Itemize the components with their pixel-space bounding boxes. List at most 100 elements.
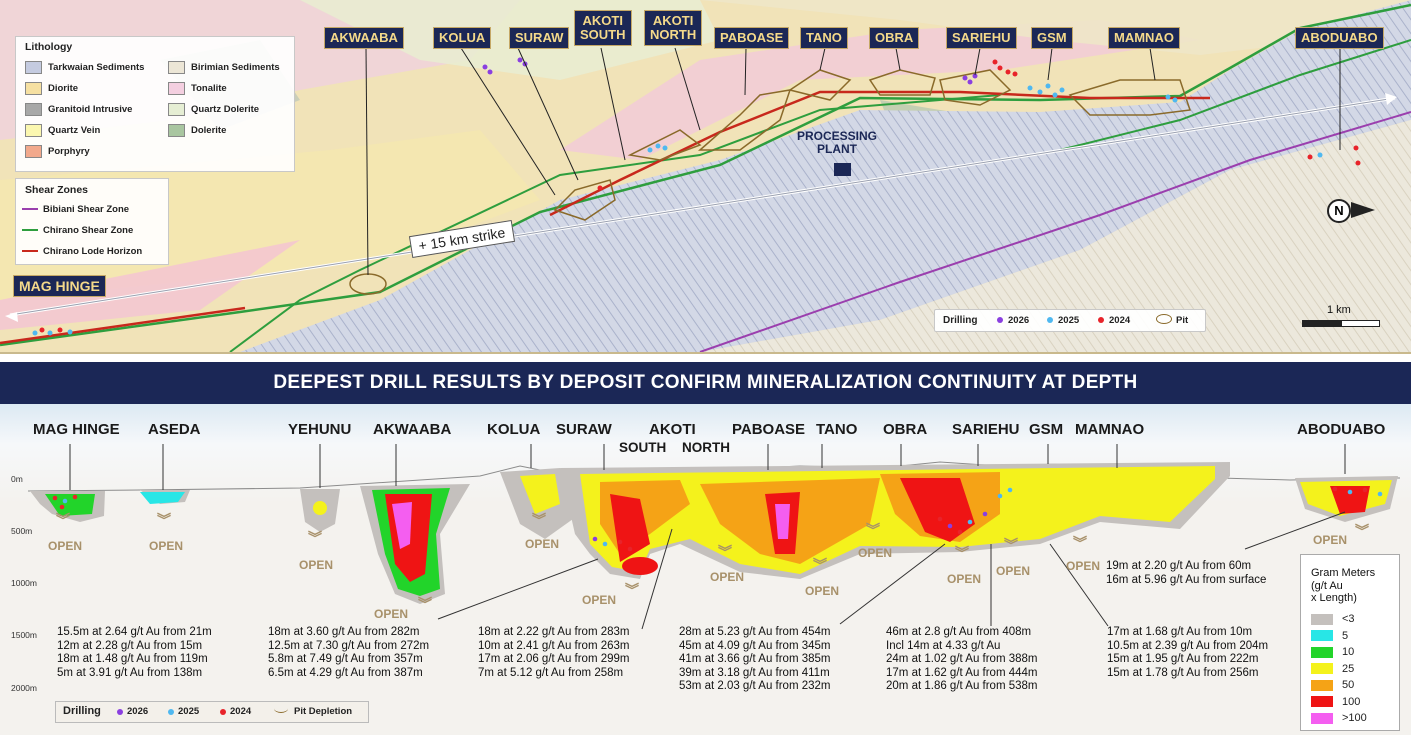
- lithology-swatch: [25, 82, 42, 95]
- shear-zone-line-icon: [22, 208, 38, 211]
- deposit-label-aboduabo: ABODUABO: [1295, 27, 1384, 49]
- lithology-swatch: [168, 61, 185, 74]
- results-suraw: 18m at 2.22 g/t Au from 283m 10m at 2.41…: [478, 626, 630, 679]
- open-chevron-icon: ︾: [718, 544, 732, 560]
- section-label-gsm: GSM: [1029, 421, 1064, 438]
- open-chevron-icon: ︾: [1073, 535, 1087, 551]
- shear-zone-legend: Shear Zones Bibiani Shear Zone Chirano Sh…: [15, 178, 169, 265]
- section-label-suraw: SURAW: [556, 421, 612, 438]
- deposit-label-mag-hinge: MAG HINGE: [13, 275, 106, 297]
- drill-2024-icon: [220, 709, 226, 715]
- lithology-item: Quartz Dolerite: [168, 103, 259, 116]
- depth-label-2000: 2000m: [11, 683, 37, 693]
- open-chevron-icon: ︾: [1355, 523, 1369, 539]
- lithology-item: Tarkwaian Sediments: [25, 61, 144, 74]
- section-label-south: SOUTH: [619, 440, 667, 455]
- results-paboase: 28m at 5.23 g/t Au from 454m 45m at 4.09…: [679, 626, 831, 692]
- lithology-item-label: Dolerite: [191, 125, 227, 137]
- shear-zone-item-label: Chirano Shear Zone: [43, 225, 134, 236]
- open-chevron-icon: ︾: [1004, 537, 1018, 553]
- section-label-sariehu: SARIEHU: [952, 421, 1020, 438]
- gram-meters-item: 5: [1311, 630, 1348, 642]
- lithology-swatch: [25, 103, 42, 116]
- deposit-label-obra: OBRA: [869, 27, 920, 49]
- shear-zone-item-label: Chirano Lode Horizon: [43, 246, 143, 257]
- gram-meters-legend: Gram Meters (g/t Au x Length) <3 5 10 25 50 1…: [1300, 554, 1400, 731]
- lithology-item-label: Quartz Dolerite: [191, 104, 260, 116]
- deposit-label-mamnao: MAMNAO: [1108, 27, 1180, 49]
- gram-meters-swatch: [1311, 663, 1333, 675]
- open-chevron-icon: ︾: [418, 596, 432, 612]
- gram-meters-item: 10: [1311, 646, 1354, 658]
- gram-meters-item-label: <3: [1342, 613, 1355, 625]
- pit-depletion-icon: [274, 704, 288, 713]
- long-section: 0m 500m 1000m 1500m 2000m MAG HINGE ASED…: [0, 404, 1411, 735]
- lithology-swatch: [168, 82, 185, 95]
- section-label-akwaaba: AKWAABA: [373, 421, 452, 438]
- open-label-obra: OPEN: [858, 546, 893, 560]
- lithology-item: Tonalite: [168, 82, 227, 95]
- long-section-drawing: [27, 444, 1401, 630]
- open-label-akwaaba: OPEN: [374, 607, 409, 621]
- scale-bar-white: [1341, 320, 1380, 327]
- drill-2026-icon: [117, 709, 123, 715]
- gram-meters-swatch: [1311, 696, 1333, 708]
- open-label-aseda: OPEN: [149, 539, 184, 553]
- shear-zone-item: Bibiani Shear Zone: [22, 204, 129, 215]
- section-label-yehunu: YEHUNU: [288, 421, 352, 438]
- lithology-item-label: Birimian Sediments: [191, 62, 280, 74]
- gram-meters-swatch: [1311, 613, 1333, 625]
- lithology-swatch: [168, 103, 185, 116]
- deposit-label-gsm: GSM: [1031, 27, 1073, 49]
- open-label-kolua: OPEN: [525, 537, 560, 551]
- section-label-aboduabo: ABODUABO: [1297, 421, 1386, 438]
- section-legend-pit: Pit Depletion: [294, 706, 353, 717]
- shear-zone-item-label: Bibiani Shear Zone: [43, 204, 130, 215]
- gram-meters-item: 100: [1311, 696, 1360, 708]
- gram-meters-item-label: 25: [1342, 662, 1355, 675]
- north-arrow-head-icon: [1351, 202, 1375, 218]
- deposit-label-akwaaba: AKWAABA: [324, 27, 404, 49]
- gram-meters-item: >100: [1311, 712, 1367, 724]
- section-label-kolua: KOLUA: [487, 421, 541, 438]
- open-label-akoti: OPEN: [710, 570, 745, 584]
- open-chevron-icon: ︾: [866, 522, 880, 538]
- section-label-obra: OBRA: [883, 421, 928, 438]
- drill-2025-icon: [168, 709, 174, 715]
- gram-meters-swatch: [1311, 646, 1333, 658]
- depth-label-1500: 1500m: [11, 630, 37, 640]
- lithology-item: Dolerite: [168, 124, 226, 137]
- lithology-item-label: Quartz Vein: [48, 125, 101, 137]
- section-label-paboase: PABOASE: [732, 421, 806, 438]
- deposit-label-tano: TANO: [800, 27, 848, 49]
- gram-meters-item-label: 100: [1342, 695, 1361, 708]
- deposit-label-paboase: PABOASE: [714, 27, 790, 49]
- lithology-legend-title: Lithology: [25, 41, 73, 53]
- gram-meters-item: 50: [1311, 679, 1354, 691]
- shear-zone-item: Chirano Lode Horizon: [22, 246, 142, 257]
- lithology-item: Diorite: [25, 82, 78, 95]
- results-mag-hinge: 15.5m at 2.64 g/t Au from 21m 12m at 2.2…: [57, 626, 212, 679]
- gram-meters-title: Gram Meters (g/t Au x Length): [1311, 567, 1376, 604]
- section-drilling-legend: Drilling 2026 2025 2024 Pit Depletion: [55, 701, 369, 723]
- open-chevron-icon: ︾: [157, 512, 171, 528]
- geology-map: AKWAABA KOLUA SURAW AKOTI SOUTH AKOTI NORT…: [0, 0, 1411, 354]
- open-chevron-icon: ︾: [532, 512, 546, 528]
- depth-label-1000: 1000m: [11, 578, 37, 588]
- map-legend-2026: 2026: [1008, 315, 1030, 326]
- map-legend-2024: 2024: [1109, 315, 1131, 326]
- lithology-swatch: [25, 61, 42, 74]
- open-chevron-icon: ︾: [955, 545, 969, 561]
- lithology-swatch: [168, 124, 185, 137]
- open-chevron-icon: ︾: [56, 512, 70, 528]
- gram-meters-item-label: >100: [1342, 712, 1367, 724]
- map-legend-2025: 2025: [1058, 315, 1080, 326]
- section-label-tano: TANO: [816, 421, 858, 438]
- gram-meters-item-label: 50: [1342, 679, 1355, 691]
- open-label-sariehu: OPEN: [947, 572, 982, 586]
- open-label-yehunu: OPEN: [299, 558, 334, 572]
- shear-zone-line-icon: [22, 250, 38, 253]
- results-akwaaba: 18m at 3.60 g/t Au from 282m 12.5m at 7.…: [268, 626, 430, 679]
- open-label-tano: OPEN: [805, 584, 840, 598]
- open-label-suraw: OPEN: [582, 593, 617, 607]
